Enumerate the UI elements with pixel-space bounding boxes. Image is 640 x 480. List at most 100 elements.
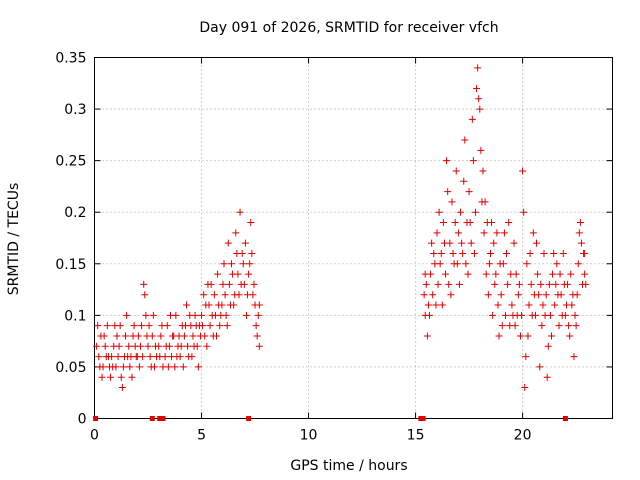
data-point (211, 311, 219, 319)
data-point (507, 270, 515, 278)
data-point (553, 260, 561, 268)
data-point (220, 260, 228, 268)
data-point (516, 332, 524, 340)
data-point (245, 270, 253, 278)
data-point (452, 167, 460, 175)
data-point (510, 239, 518, 247)
data-point (539, 301, 547, 309)
y-axis-label: SRMTID / TECUs (6, 183, 22, 296)
data-point (571, 311, 579, 319)
data-point (445, 280, 453, 288)
data-point (255, 342, 263, 350)
data-point (126, 363, 134, 371)
data-point (111, 322, 119, 330)
data-point (247, 219, 255, 227)
data-point (554, 291, 562, 299)
data-point (582, 280, 590, 288)
data-point (190, 342, 198, 350)
data-point (436, 260, 444, 268)
data-point (455, 280, 463, 288)
x-tick-label: 20 (514, 428, 532, 444)
data-point (526, 249, 534, 257)
data-point (114, 353, 122, 361)
data-point (224, 239, 232, 247)
data-point (171, 363, 179, 371)
data-point (221, 291, 229, 299)
data-point (519, 167, 527, 175)
data-point (570, 353, 578, 361)
data-point (494, 301, 502, 309)
data-point (223, 322, 231, 330)
data-point (103, 322, 111, 330)
data-point (94, 322, 102, 330)
data-point (164, 363, 172, 371)
data-point (438, 301, 446, 309)
data-point (432, 301, 440, 309)
y-tick-label: 0.15 (55, 257, 86, 273)
data-point (424, 301, 432, 309)
data-point (134, 332, 142, 340)
data-point (433, 229, 441, 237)
data-point (538, 322, 546, 330)
data-point (535, 291, 543, 299)
data-point (177, 342, 185, 350)
y-tick-label: 0.1 (64, 308, 86, 324)
data-point (500, 229, 508, 237)
data-point (566, 332, 574, 340)
data-point (558, 311, 566, 319)
data-point (485, 260, 493, 268)
zero-marker (157, 416, 163, 421)
data-point (515, 280, 523, 288)
data-point (162, 342, 170, 350)
data-point (145, 322, 153, 330)
data-point (486, 249, 494, 257)
plot-frame (94, 57, 613, 419)
data-point (210, 291, 218, 299)
data-point (523, 260, 531, 268)
data-point (459, 249, 467, 257)
data-point (179, 363, 187, 371)
data-point (477, 146, 485, 154)
data-point (250, 280, 258, 288)
data-point (543, 373, 551, 381)
data-points (93, 64, 590, 421)
data-point (560, 280, 568, 288)
data-point (472, 208, 480, 216)
data-point (135, 363, 143, 371)
data-point (244, 291, 252, 299)
data-point (130, 322, 138, 330)
data-point (175, 332, 183, 340)
data-point (222, 311, 230, 319)
data-point (572, 322, 580, 330)
data-point (479, 167, 487, 175)
data-point (481, 198, 489, 206)
data-point (469, 157, 477, 165)
data-point (423, 332, 431, 340)
data-point (482, 270, 490, 278)
data-point (181, 322, 189, 330)
data-point (124, 353, 132, 361)
data-point (550, 249, 558, 257)
x-axis-label: GPS time / hours (290, 458, 407, 474)
y-tick-label: 0.35 (55, 51, 86, 67)
data-point (451, 219, 459, 227)
data-point (95, 353, 103, 361)
data-point (460, 177, 468, 185)
data-point (138, 322, 146, 330)
zero-marker (246, 416, 252, 421)
data-point (489, 311, 497, 319)
data-point (547, 332, 555, 340)
data-point (149, 311, 157, 319)
zero-marker (420, 416, 426, 421)
data-point (581, 270, 589, 278)
data-point (113, 332, 121, 340)
data-point (139, 353, 147, 361)
data-point (503, 249, 511, 257)
data-point (461, 136, 469, 144)
data-point (533, 239, 541, 247)
data-point (100, 332, 108, 340)
data-point (98, 373, 106, 381)
data-point (169, 332, 177, 340)
data-point (490, 239, 498, 247)
data-point (96, 363, 104, 371)
